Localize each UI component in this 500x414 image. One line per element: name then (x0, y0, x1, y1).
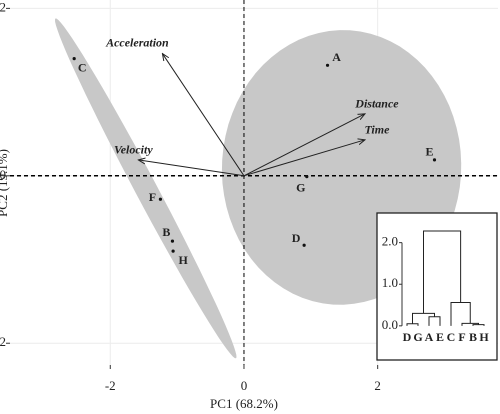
y-tick-label: 2 (0, 0, 6, 14)
y-tick-label: -2 (0, 334, 6, 349)
loading-arrow (243, 114, 365, 177)
point (158, 197, 163, 201)
inset-frame (376, 212, 498, 361)
leaf-label: C (447, 330, 456, 344)
point (170, 239, 175, 243)
leaf-label: F (458, 330, 465, 344)
loading-arrow (243, 140, 365, 177)
loading-label: Acceleration (105, 35, 169, 49)
loading-label: Time (365, 123, 391, 137)
y-axis-label: PC2 (19.1%) (0, 149, 10, 217)
point-label: A (332, 50, 341, 64)
loading-arrow (162, 54, 245, 177)
x-tick-label: 2 (374, 378, 381, 393)
point (171, 249, 175, 253)
leaf-label: A (425, 330, 434, 344)
x-tick-label: 0 (241, 378, 248, 393)
loading-arrow (138, 160, 245, 177)
leaf-label: D (403, 330, 412, 344)
inset-tick-label: 1.0 (382, 275, 398, 290)
loading-label: Velocity (114, 143, 153, 157)
inset-tick-label: 0.0 (382, 317, 398, 332)
leaf-label: G (413, 330, 422, 344)
point (302, 243, 306, 247)
leaf-label: H (479, 330, 489, 344)
x-tick-label: -2 (105, 378, 116, 393)
point (432, 158, 437, 162)
ellipse (55, 18, 237, 359)
point-label: H (178, 253, 188, 267)
y-tick-label: 0 (0, 167, 6, 182)
point-label: G (296, 180, 305, 194)
leaf-label: E (436, 330, 444, 344)
x-axis-label: PC1 (68.2%) (210, 396, 278, 411)
loading-label: Distance (354, 97, 399, 111)
point-label: D (292, 231, 301, 245)
point-label: C (78, 60, 87, 74)
point-label: B (162, 225, 170, 239)
dendrogram-link (423, 230, 462, 314)
point (325, 63, 330, 67)
leaf-label: B (469, 330, 477, 344)
point-label: E (425, 145, 433, 159)
point-label: F (149, 190, 156, 204)
point (305, 175, 309, 179)
point (72, 57, 76, 61)
inset-tick-label: 2.0 (382, 234, 398, 249)
